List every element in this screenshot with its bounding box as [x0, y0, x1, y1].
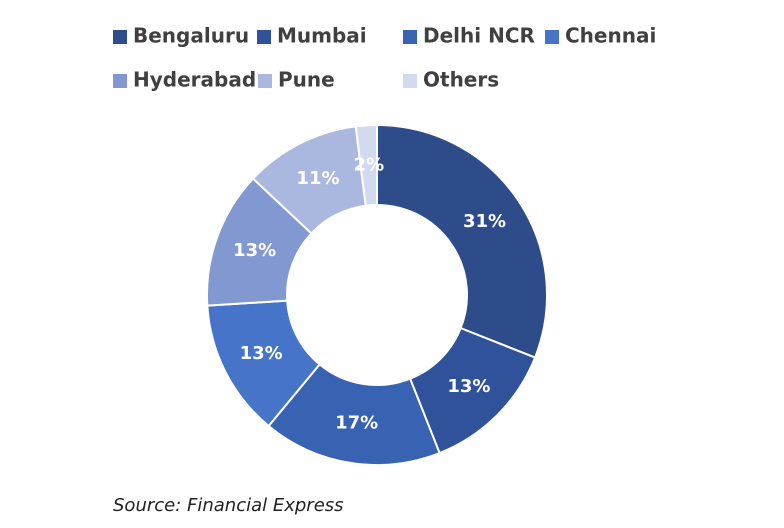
legend-label: Delhi NCR: [423, 24, 535, 48]
data-label: 11%: [296, 168, 339, 189]
donut-slice: [354, 123, 378, 207]
data-label: 13%: [447, 376, 490, 397]
source-note: Source: Financial Express: [113, 495, 344, 516]
legend-label: Mumbai: [277, 24, 367, 48]
legend-label: Pune: [278, 68, 335, 92]
legend-label: Chennai: [565, 24, 656, 48]
legend-label: Bengaluru: [133, 24, 249, 48]
data-label: 13%: [233, 240, 276, 261]
legend-swatch: [545, 30, 559, 44]
legend-swatch: [258, 74, 272, 88]
legend-swatch: [113, 74, 127, 88]
legend-label: Others: [423, 68, 499, 92]
data-label: 2%: [354, 154, 385, 175]
donut-slice: [376, 123, 548, 359]
data-label: 17%: [335, 412, 378, 433]
legend-swatch: [113, 30, 127, 44]
data-label: 13%: [240, 343, 283, 364]
legend-swatch: [257, 30, 271, 44]
legend-swatch: [403, 74, 417, 88]
legend-label: Hyderabad: [133, 68, 256, 92]
legend-swatch: [403, 30, 417, 44]
data-label: 31%: [463, 211, 506, 232]
